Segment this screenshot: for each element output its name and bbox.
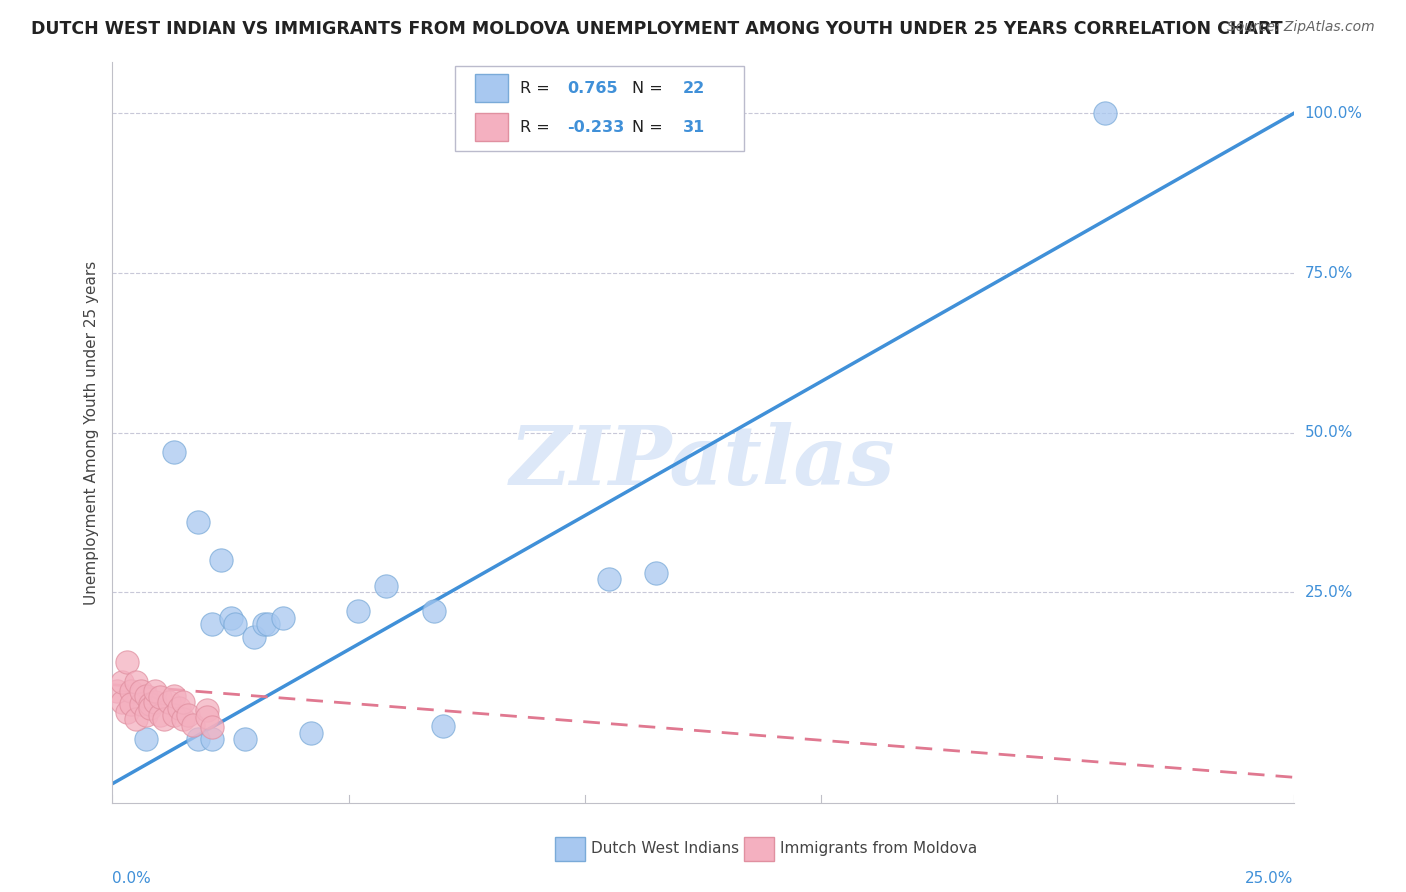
Point	[115, 656, 138, 670]
Point	[143, 684, 166, 698]
Point	[163, 707, 186, 722]
Point	[224, 617, 246, 632]
Point	[153, 712, 176, 726]
Point	[172, 712, 194, 726]
FancyBboxPatch shape	[475, 113, 508, 141]
Point	[644, 566, 666, 580]
Point	[243, 630, 266, 644]
Text: Source: ZipAtlas.com: Source: ZipAtlas.com	[1227, 20, 1375, 34]
Point	[120, 697, 142, 711]
Point	[135, 689, 157, 703]
Point	[201, 731, 224, 746]
Point	[111, 695, 134, 709]
Point	[172, 695, 194, 709]
Point	[167, 701, 190, 715]
Text: 100.0%: 100.0%	[1305, 106, 1362, 121]
Point	[186, 731, 208, 746]
Point	[347, 604, 370, 618]
Point	[186, 515, 208, 529]
Point	[195, 709, 218, 723]
Text: Immigrants from Moldova: Immigrants from Moldova	[780, 841, 977, 856]
Text: 25.0%: 25.0%	[1246, 871, 1294, 886]
Point	[422, 604, 444, 618]
Text: ZIPatlas: ZIPatlas	[510, 422, 896, 502]
Point	[163, 689, 186, 703]
FancyBboxPatch shape	[475, 74, 508, 103]
Point	[149, 690, 172, 705]
Text: 0.765: 0.765	[567, 81, 617, 95]
Text: 31: 31	[683, 120, 706, 135]
FancyBboxPatch shape	[744, 837, 773, 861]
Point	[129, 697, 152, 711]
Text: 25.0%: 25.0%	[1305, 584, 1353, 599]
Point	[432, 719, 454, 733]
Text: R =: R =	[520, 81, 555, 95]
Point	[143, 695, 166, 709]
Point	[299, 725, 322, 739]
Text: Dutch West Indians: Dutch West Indians	[591, 841, 740, 856]
Point	[375, 579, 398, 593]
Text: -0.233: -0.233	[567, 120, 624, 135]
Point	[598, 573, 620, 587]
Point	[219, 611, 242, 625]
Point	[195, 703, 218, 717]
Text: 75.0%: 75.0%	[1305, 266, 1353, 281]
Point	[163, 444, 186, 458]
Point	[157, 695, 180, 709]
Point	[125, 674, 148, 689]
FancyBboxPatch shape	[456, 66, 744, 152]
Point	[201, 617, 224, 632]
FancyBboxPatch shape	[555, 837, 585, 861]
Point	[1094, 106, 1116, 120]
Point	[271, 611, 294, 625]
Point	[253, 617, 276, 632]
Text: N =: N =	[633, 81, 668, 95]
Point	[139, 701, 162, 715]
Point	[135, 731, 157, 746]
Point	[115, 705, 138, 719]
Point	[149, 707, 172, 722]
Y-axis label: Unemployment Among Youth under 25 years: Unemployment Among Youth under 25 years	[83, 260, 98, 605]
Point	[209, 553, 232, 567]
Text: N =: N =	[633, 120, 668, 135]
Text: DUTCH WEST INDIAN VS IMMIGRANTS FROM MOLDOVA UNEMPLOYMENT AMONG YOUTH UNDER 25 Y: DUTCH WEST INDIAN VS IMMIGRANTS FROM MOL…	[31, 20, 1282, 37]
Point	[181, 718, 204, 732]
Point	[120, 684, 142, 698]
Point	[129, 684, 152, 698]
Point	[135, 707, 157, 722]
Point	[257, 617, 280, 632]
Text: 22: 22	[683, 81, 706, 95]
Point	[201, 721, 224, 735]
Text: R =: R =	[520, 120, 555, 135]
Point	[111, 674, 134, 689]
Point	[233, 731, 256, 746]
Point	[105, 684, 128, 698]
Point	[125, 712, 148, 726]
Text: 0.0%: 0.0%	[112, 871, 152, 886]
Point	[139, 697, 162, 711]
Text: 50.0%: 50.0%	[1305, 425, 1353, 440]
Point	[177, 707, 200, 722]
